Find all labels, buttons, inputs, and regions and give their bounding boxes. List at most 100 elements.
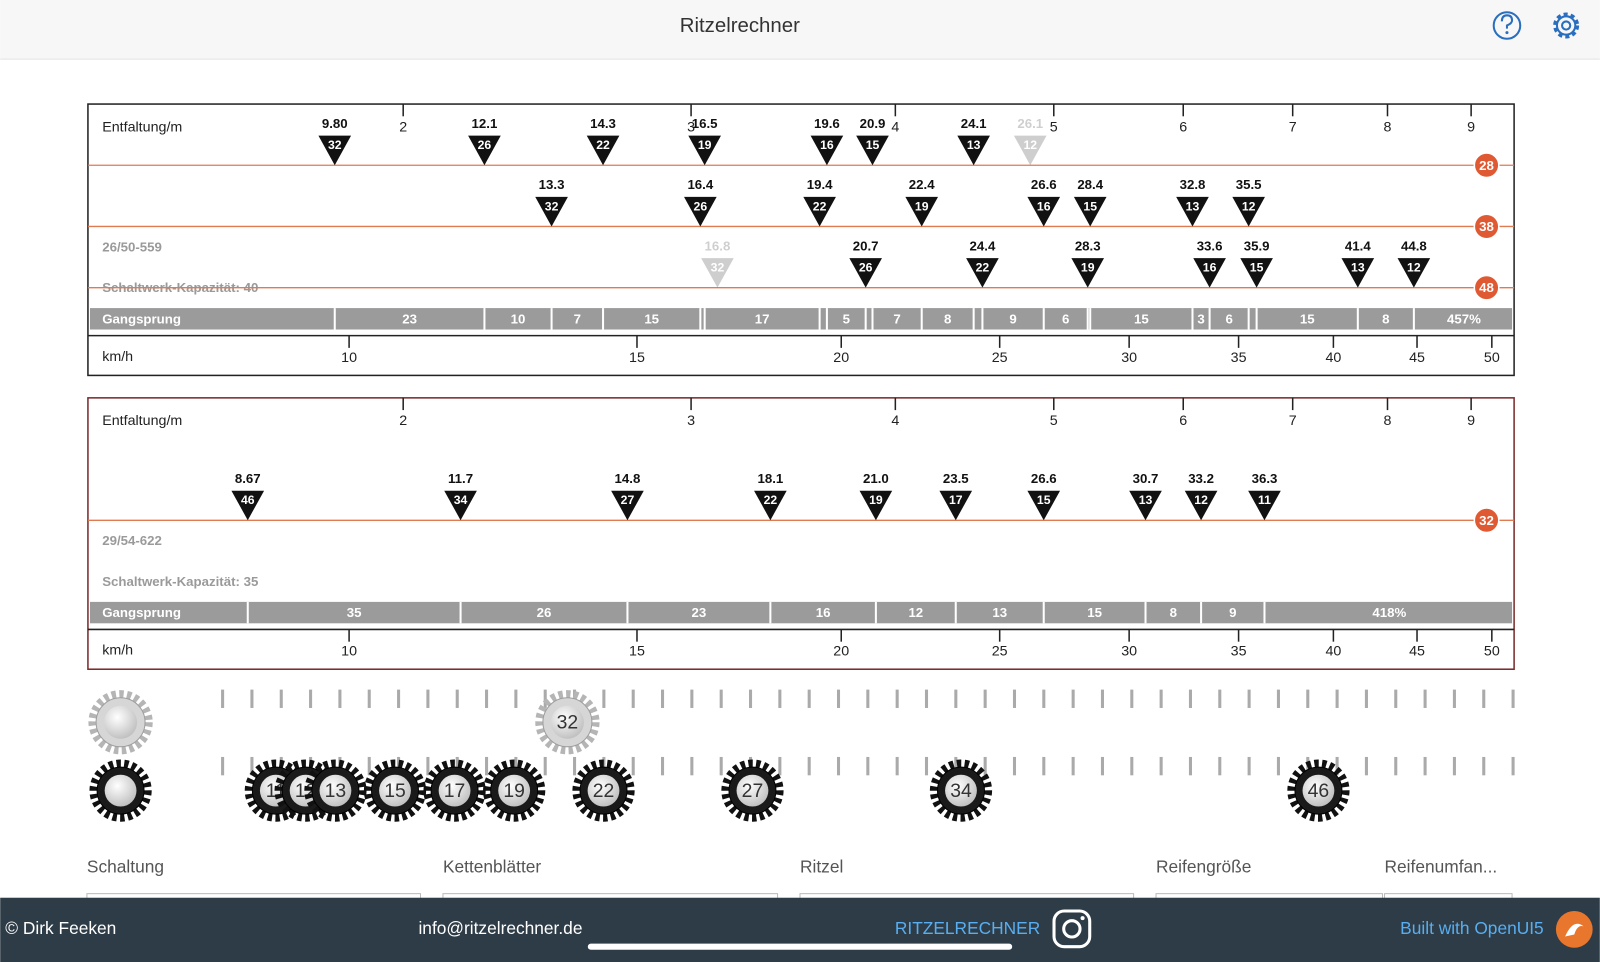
marker-triangle xyxy=(688,135,721,166)
marker-triangle xyxy=(701,258,734,288)
gear-teeth xyxy=(89,759,152,822)
cog-label: 22 xyxy=(813,199,827,213)
header-bar xyxy=(0,0,1600,60)
speed-label: 23.5 xyxy=(943,471,969,486)
speed-label: 19.4 xyxy=(807,177,833,192)
gear-hub xyxy=(736,774,769,807)
cog-teeth: 13 xyxy=(325,780,347,802)
gear-marker: 16.8 32 xyxy=(701,238,734,288)
gear-step: 12 xyxy=(908,605,923,620)
tick-label: 4 xyxy=(891,413,899,429)
help-glyph xyxy=(1500,14,1514,29)
gear-step: 35 xyxy=(347,605,362,620)
settings-teeth xyxy=(1553,12,1580,39)
gear-teeth xyxy=(423,759,486,822)
tick-label: 9 xyxy=(1467,413,1475,429)
marker-triangle xyxy=(803,196,836,227)
gear-step: 6 xyxy=(1225,311,1232,326)
instagram-lens xyxy=(1062,919,1082,939)
gangsprung-bar xyxy=(89,601,1513,624)
cog-teeth: 19 xyxy=(503,780,525,802)
tick-label: 35 xyxy=(1231,350,1247,366)
marker-triangle xyxy=(905,196,939,227)
gear-chart-panel: Entfaltung/m 2 3 4 5 6 7 8 926/50-559Schaltwerk-… xyxy=(87,103,1515,377)
gear-marker: 32.8 13 xyxy=(1176,177,1209,227)
speed-label: 14.3 xyxy=(590,116,616,131)
gear-step: 6 xyxy=(1062,311,1069,326)
speed-label: 28.3 xyxy=(1075,238,1101,253)
help-button[interactable] xyxy=(1492,11,1522,40)
form-label: Schaltung xyxy=(87,857,164,877)
tick-label: 10 xyxy=(341,350,357,366)
cog-label: 15 xyxy=(1250,261,1264,275)
gear-step: 9 xyxy=(1229,605,1236,620)
gear-teeth xyxy=(304,759,367,822)
gear-hub xyxy=(379,774,411,807)
gear-marker: 14.8 27 xyxy=(611,471,644,521)
settings-button[interactable] xyxy=(1553,12,1580,39)
copyright: © Dirk Feeken xyxy=(5,918,116,938)
cog-teeth: 34 xyxy=(950,780,972,802)
gear-step: 15 xyxy=(644,311,659,326)
cog: 19 xyxy=(483,759,546,822)
gear-teeth xyxy=(88,690,153,755)
gangsprung-bar xyxy=(89,308,1513,330)
tick-label: 20 xyxy=(833,350,849,366)
speed-label: 20.7 xyxy=(853,238,879,253)
gear-marker: 18.1 22 xyxy=(754,471,787,521)
speed-label: 19.6 xyxy=(814,116,840,131)
gear-step: 15 xyxy=(1300,311,1315,326)
gear-marker: 23.5 17 xyxy=(939,471,973,521)
cog-label: 13 xyxy=(1351,261,1365,275)
gear-teeth xyxy=(721,759,784,822)
gear-step: 5 xyxy=(843,311,850,326)
brand-link[interactable]: RITZELRECHNER xyxy=(895,918,1040,938)
cog-label: 19 xyxy=(1081,261,1095,275)
speed-label: 24.1 xyxy=(961,116,987,131)
chainring-badge xyxy=(1473,274,1500,301)
marker-triangle xyxy=(318,135,352,166)
gear-marker: 16.4 26 xyxy=(684,177,717,227)
tick-label: 25 xyxy=(992,350,1008,366)
tick-label: 5 xyxy=(1050,119,1058,135)
built-with-link[interactable]: Built with OpenUI5 xyxy=(1400,918,1544,938)
tick-label: 2 xyxy=(399,413,407,429)
panels: Entfaltung/m 2 3 4 5 6 7 8 926/50-559Schaltwerk-… xyxy=(87,103,1515,670)
gear-step: 3 xyxy=(1197,311,1204,326)
gear-marker: 35.9 15 xyxy=(1240,238,1273,288)
gear-chart-panel: Entfaltung/m 2 3 4 5 6 7 8 929/54-622Schaltwerk-… xyxy=(87,397,1515,670)
speed-label: 24.4 xyxy=(970,238,996,253)
cog-label: 22 xyxy=(976,261,990,275)
instagram-icon[interactable] xyxy=(1052,909,1092,949)
marker-triangle xyxy=(1240,258,1273,288)
gear-teeth xyxy=(535,690,600,755)
chainring-badge xyxy=(1473,213,1500,240)
speed-label: 26.6 xyxy=(1031,471,1057,486)
speed-label: 9.80 xyxy=(322,116,348,131)
tire-info: 26/50-559 xyxy=(102,239,162,254)
gear-hub xyxy=(104,705,138,739)
marker-triangle xyxy=(586,135,620,166)
cog-label: 16 xyxy=(1037,199,1051,213)
gear-marker: 41.4 13 xyxy=(1341,238,1375,288)
speed-label: 20.9 xyxy=(860,116,886,131)
cog-label: 26 xyxy=(694,199,708,213)
cog-label: 13 xyxy=(1139,493,1153,507)
gear-teeth xyxy=(1287,759,1350,822)
form-label: Ritzel xyxy=(800,857,843,877)
speed-label: 30.7 xyxy=(1133,471,1159,486)
marker-triangle xyxy=(957,135,990,166)
axis-title: Entfaltung/m xyxy=(102,119,182,135)
axis-title: Entfaltung/m xyxy=(102,413,182,429)
email-link[interactable]: info@ritzelrechner.de xyxy=(418,918,582,938)
gear-marker: 16.5 19 xyxy=(688,116,721,166)
marker-triangle xyxy=(1248,490,1281,521)
gangsprung-label: Gangsprung xyxy=(102,311,181,326)
cog: 17 xyxy=(423,759,486,822)
tick-label: 7 xyxy=(1289,119,1297,135)
cog-label: 32 xyxy=(328,138,342,152)
gear-marker: 26.1 12 xyxy=(1013,116,1047,166)
cog: 15 xyxy=(363,759,427,822)
gear-marker: 33.6 16 xyxy=(1193,238,1226,288)
